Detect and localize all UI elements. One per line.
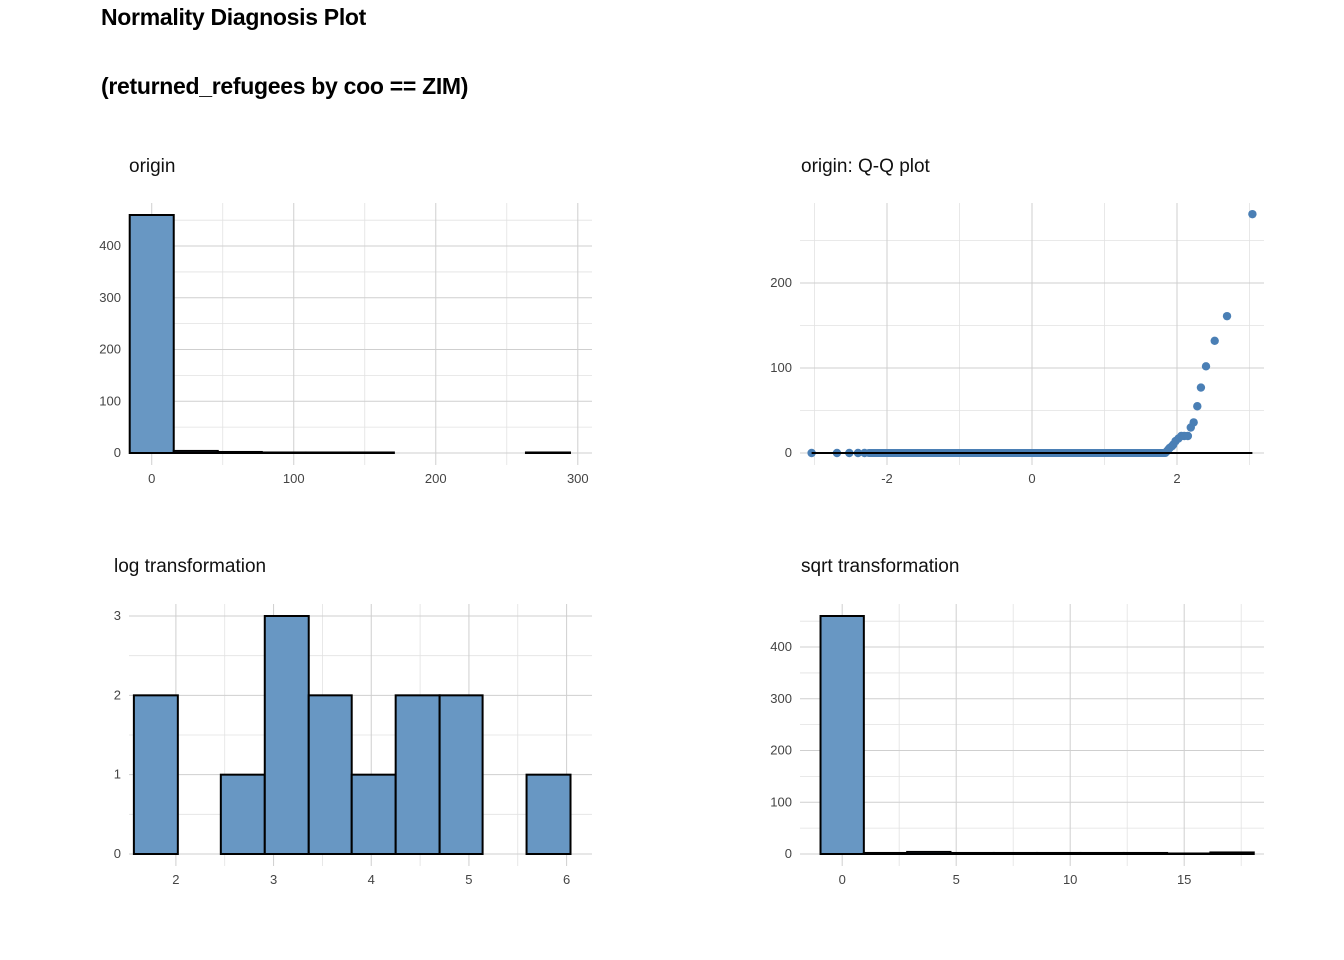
histogram-bar <box>260 451 307 454</box>
histogram-bar <box>949 851 995 855</box>
histogram-bar <box>1166 852 1212 855</box>
y-tick-label: 0 <box>114 846 121 861</box>
histogram-bar <box>128 214 175 454</box>
x-tick-label: 5 <box>953 872 960 887</box>
x-tick-label: 6 <box>563 872 570 887</box>
panel-origin: origin 0 100 200 300 0 100 200 300 400 <box>99 156 592 486</box>
histogram-bar <box>862 851 909 855</box>
y-tick-label: 300 <box>770 691 792 706</box>
x-tick-label: 3 <box>270 872 277 887</box>
figure-subtitle: (returned_refugees by coo == ZIM) <box>101 73 469 99</box>
plot-sqrt: 0 5 10 15 0 100 200 300 400 <box>770 604 1264 887</box>
x-tick-label: 4 <box>368 872 375 887</box>
qq-point <box>1193 402 1202 411</box>
y-tick-label: 200 <box>99 342 121 357</box>
panel-sqrt: sqrt transformation 0 5 10 15 0 100 200 300 400 <box>770 556 1264 887</box>
histogram-bar <box>219 773 266 856</box>
y-tick-label: 300 <box>99 290 121 305</box>
x-tick-label: 2 <box>1173 471 1180 486</box>
histogram-bar <box>172 449 219 454</box>
x-tick-label: 100 <box>283 471 305 486</box>
histogram-bar <box>524 451 571 454</box>
x-tick-label: 2 <box>172 872 179 887</box>
y-tick-label: 3 <box>114 608 121 623</box>
y-tick-label: 0 <box>785 445 792 460</box>
x-tick-label: 0 <box>839 872 846 887</box>
qq-point <box>1189 418 1198 427</box>
y-tick-label: 2 <box>114 687 121 702</box>
histogram-bar <box>1079 851 1125 855</box>
panel-log: log transformation 2 3 4 5 6 0 1 2 3 <box>114 556 592 887</box>
histogram-bar <box>216 450 263 454</box>
histogram-bar <box>132 694 179 855</box>
y-tick-label: 200 <box>770 275 792 290</box>
qq-point <box>1222 311 1232 321</box>
figure-title: Normality Diagnosis Plot <box>101 4 367 30</box>
x-tick-label: 10 <box>1063 872 1077 887</box>
plot-log: 2 3 4 5 6 0 1 2 3 <box>114 604 592 887</box>
y-tick-label: 1 <box>114 767 121 782</box>
panel-title-sqrt: sqrt transformation <box>801 556 959 577</box>
x-tick-label: 200 <box>425 471 447 486</box>
x-tick-label: 0 <box>1028 471 1035 486</box>
y-tick-label: 100 <box>99 393 121 408</box>
histogram-bar <box>906 850 952 855</box>
histogram-bar <box>992 851 1039 855</box>
y-tick-label: 0 <box>785 846 792 861</box>
qq-point <box>1196 383 1206 392</box>
histogram-bar <box>350 773 397 856</box>
x-tick-label: 5 <box>465 872 472 887</box>
qq-point <box>1183 431 1193 441</box>
histogram-bar <box>525 773 572 856</box>
histogram-bar <box>1036 851 1082 855</box>
panel-qq: origin: Q-Q plot -2 0 2 0 100 200 <box>770 156 1264 486</box>
histogram-bar <box>263 615 310 855</box>
histogram-bar <box>819 615 865 855</box>
histogram-bar <box>1209 851 1255 855</box>
histogram-bar <box>1122 851 1169 855</box>
x-tick-label: -2 <box>881 471 893 486</box>
x-tick-label: 15 <box>1177 872 1191 887</box>
x-tick-label: 0 <box>148 471 155 486</box>
histogram-bar <box>348 451 395 454</box>
histogram-bar <box>304 451 351 454</box>
y-tick-label: 200 <box>770 743 792 758</box>
panel-title-qq: origin: Q-Q plot <box>801 156 931 177</box>
qq-point <box>1210 336 1219 345</box>
x-tick-label: 300 <box>567 471 589 486</box>
panel-title-origin: origin <box>129 156 175 177</box>
histogram-bar <box>438 694 484 855</box>
histogram-bar <box>394 694 441 855</box>
plot-origin: 0 100 200 300 0 100 200 300 400 <box>99 203 592 486</box>
qq-point <box>1248 209 1257 219</box>
y-tick-label: 400 <box>770 639 792 654</box>
plot-qq: -2 0 2 0 100 200 <box>770 203 1264 486</box>
y-tick-label: 400 <box>99 238 121 253</box>
histogram-bar <box>307 694 353 855</box>
y-tick-label: 0 <box>114 445 121 460</box>
y-tick-label: 100 <box>770 794 792 809</box>
y-tick-label: 100 <box>770 360 792 375</box>
qq-point <box>1201 362 1211 371</box>
panel-title-log: log transformation <box>114 556 266 577</box>
